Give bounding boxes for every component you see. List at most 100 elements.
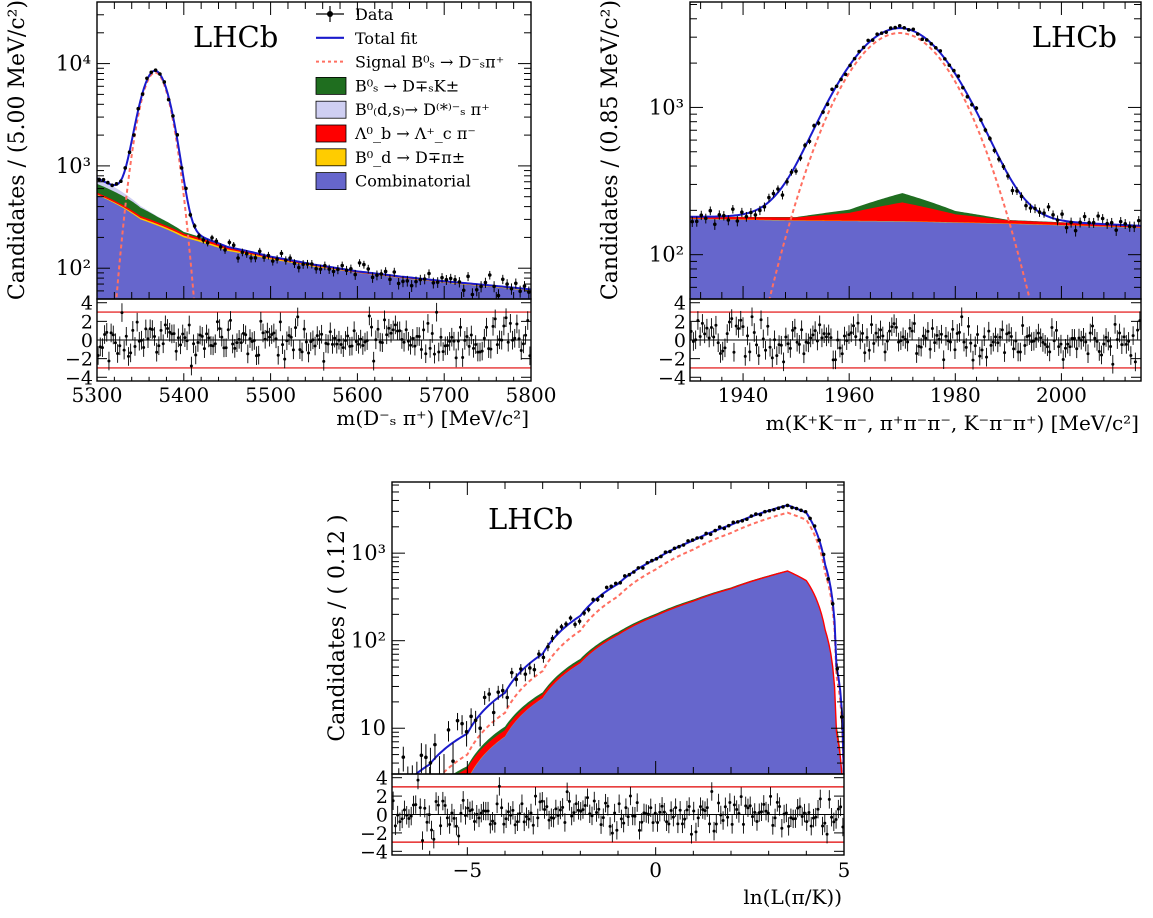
- pull-point: [1097, 349, 1101, 353]
- data-point: [1019, 194, 1024, 199]
- pull-point: [935, 333, 939, 337]
- pull-point: [881, 334, 885, 338]
- pull-point: [800, 815, 804, 819]
- pull-point: [759, 318, 763, 322]
- pull-tick-label: −4: [360, 841, 388, 863]
- pull-point: [1131, 334, 1135, 338]
- data-point: [541, 655, 546, 660]
- data-point: [713, 222, 717, 227]
- pull-point: [739, 795, 743, 799]
- pull-point: [502, 324, 506, 328]
- pull-point: [797, 342, 801, 346]
- pull-point: [728, 800, 732, 804]
- pull-point: [707, 336, 711, 340]
- data-point: [816, 121, 821, 125]
- pull-point: [667, 822, 671, 826]
- data-point: [440, 275, 444, 280]
- pull-point: [435, 310, 439, 314]
- data-point: [704, 531, 708, 536]
- data-point: [297, 265, 301, 270]
- data-point: [812, 123, 816, 128]
- data-point: [956, 74, 961, 78]
- data-point: [708, 532, 713, 537]
- pull-point: [480, 349, 484, 353]
- data-point: [722, 526, 727, 531]
- pull-point: [1014, 339, 1018, 343]
- pull-point: [791, 328, 795, 332]
- legend-label: Λ⁰_b → Λ⁺_c π⁻: [354, 124, 476, 143]
- y-tick-label: 10⁴: [56, 52, 91, 76]
- pull-point: [971, 358, 975, 362]
- pull-point: [1000, 328, 1004, 332]
- pull-point: [187, 323, 191, 327]
- data-point: [375, 273, 379, 277]
- pull-point: [908, 326, 912, 330]
- pull-point: [996, 341, 1000, 345]
- pull-point: [547, 818, 551, 822]
- pull-point: [833, 358, 837, 362]
- pull-point: [622, 821, 626, 825]
- data-point: [988, 136, 992, 141]
- pull-point: [788, 346, 792, 350]
- pull-point: [660, 804, 664, 808]
- pull-point: [640, 820, 644, 824]
- data-point: [753, 213, 758, 217]
- y-tick-label: 10²: [351, 629, 386, 653]
- pull-point: [606, 804, 610, 808]
- data-point: [866, 38, 870, 43]
- pull-point: [814, 815, 818, 819]
- data-point: [582, 611, 586, 615]
- x-axis-label: m(D⁻ₛ π⁺) [MeV/c²]: [336, 406, 529, 430]
- pull-point: [185, 339, 189, 343]
- data-point: [353, 272, 358, 277]
- data-point: [288, 256, 292, 260]
- pull-point: [1007, 331, 1011, 335]
- pull-point: [454, 356, 458, 360]
- pull-point: [910, 329, 914, 333]
- pull-point: [517, 337, 521, 341]
- pull-point: [1070, 336, 1074, 340]
- pull-point: [423, 806, 427, 810]
- pull-point: [897, 340, 901, 344]
- y-tick-label: 10: [359, 716, 386, 740]
- pull-point: [333, 336, 337, 340]
- pull-point: [795, 340, 799, 344]
- pull-point: [359, 337, 363, 341]
- pull-point: [111, 333, 115, 337]
- legend: Data Total fit Signal B⁰ₛ → D⁻ₛπ⁺ B⁰ₛ → D∓ₛ…: [315, 5, 504, 191]
- pull-point: [545, 805, 549, 809]
- data-point: [357, 261, 362, 265]
- pull-point: [552, 816, 556, 820]
- pull-point: [159, 328, 163, 332]
- data-point: [451, 759, 455, 763]
- data-point: [794, 506, 799, 511]
- data-point: [906, 28, 911, 32]
- data-point: [1100, 216, 1105, 221]
- data-point: [344, 268, 349, 273]
- pull-point: [389, 331, 393, 335]
- pull-point: [676, 822, 680, 826]
- pull-point: [619, 817, 623, 821]
- data-point: [227, 240, 232, 245]
- pull-point: [367, 314, 371, 318]
- data-point: [668, 549, 672, 554]
- data-point: [455, 718, 460, 723]
- data-point: [214, 239, 219, 243]
- pull-point: [960, 315, 964, 319]
- pull-point: [405, 813, 409, 817]
- pull-point: [304, 340, 308, 344]
- pull-point: [942, 358, 946, 362]
- pull-point: [802, 811, 806, 815]
- data-point: [776, 506, 781, 511]
- pull-point: [1039, 336, 1043, 340]
- pull-point: [426, 321, 430, 325]
- pull-point: [764, 348, 768, 352]
- data-point: [231, 243, 236, 247]
- data-point: [428, 761, 433, 765]
- data-point: [659, 554, 663, 559]
- pull-point: [430, 828, 434, 832]
- pull-point: [504, 316, 508, 320]
- data-point: [708, 208, 713, 213]
- pull-point: [746, 806, 750, 810]
- data-point: [1123, 222, 1128, 226]
